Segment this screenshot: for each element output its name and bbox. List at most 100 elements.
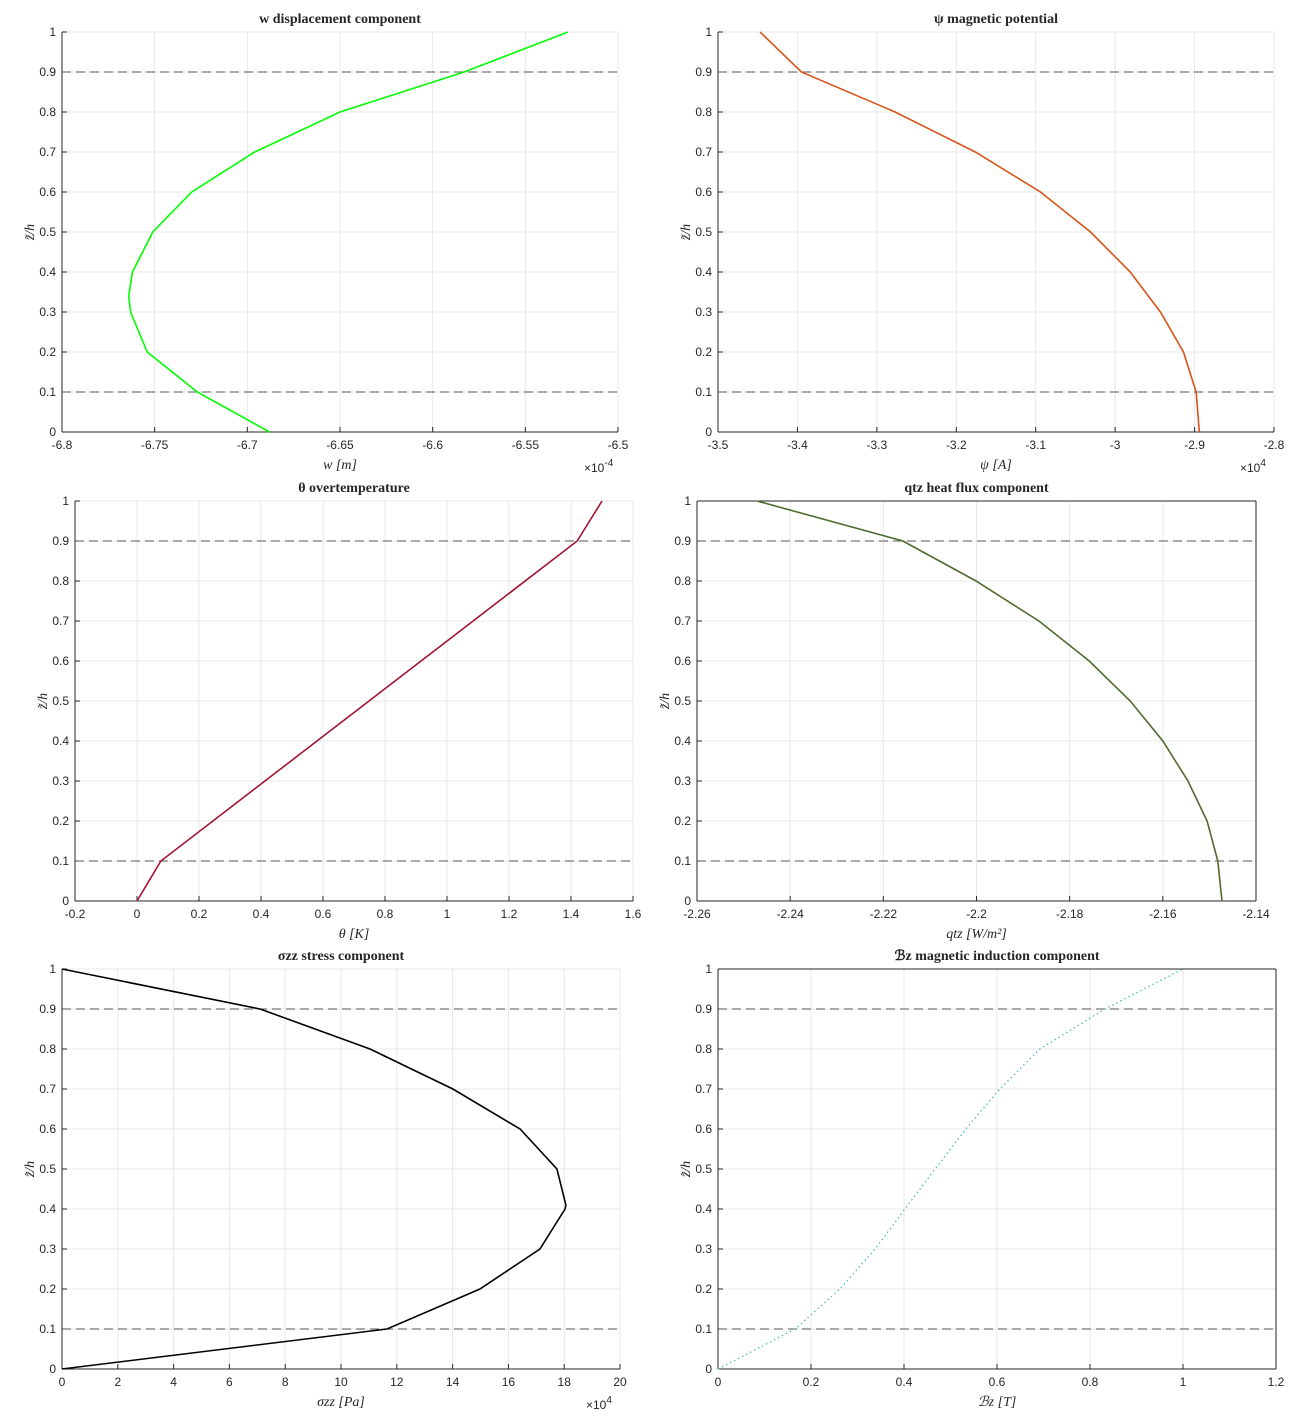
- x-tick-label: 1.4: [563, 907, 580, 921]
- y-tick-label: 0.4: [695, 265, 712, 279]
- y-tick-label: 0.8: [695, 1042, 712, 1056]
- y-tick-label: 0.2: [674, 814, 691, 828]
- y-tick-label: 0.2: [39, 345, 56, 359]
- y-tick-label: 0.2: [39, 1282, 56, 1296]
- y-tick-label: 0.6: [695, 185, 712, 199]
- chart-title: qtz heat flux component: [904, 481, 1049, 496]
- y-tick-label: 0.9: [39, 65, 56, 79]
- exponent-base: ×10: [586, 1398, 607, 1412]
- x-tick-label: 1.2: [501, 907, 518, 921]
- x-tick-label: 0.4: [253, 907, 270, 921]
- x-tick-label: -2.26: [683, 907, 711, 921]
- y-tick-label: 0.7: [39, 1082, 56, 1096]
- x-tick-label: 20: [613, 1375, 627, 1389]
- y-tick-label: 0.5: [39, 1162, 56, 1176]
- x-tick-label: -2.9: [1184, 438, 1205, 452]
- y-tick-label: 0.8: [39, 105, 56, 119]
- x-tick-label: 14: [446, 1375, 460, 1389]
- chart-title: ψ magnetic potential: [934, 12, 1058, 27]
- x-tick-label: 0.6: [315, 907, 332, 921]
- x-tick-label: -2.8: [1264, 438, 1285, 452]
- exponent-power: 4: [606, 1395, 612, 1406]
- x-tick-label: 4: [170, 1375, 177, 1389]
- y-tick-label: 0.1: [39, 1322, 56, 1336]
- y-tick-label: 1: [705, 25, 712, 39]
- y-tick-label: 0.5: [52, 694, 69, 708]
- x-tick-label: 0: [715, 1375, 722, 1389]
- data-line: [61, 968, 567, 1370]
- y-axis-label: z̃/h: [658, 693, 673, 710]
- y-tick-label: 0.3: [52, 774, 69, 788]
- x-tick-label: -6.7: [237, 438, 258, 452]
- y-tick-label: 0.4: [39, 1202, 56, 1216]
- data-line: [717, 968, 1184, 1370]
- y-tick-label: 0: [705, 1362, 712, 1376]
- y-tick-label: 0.4: [52, 734, 69, 748]
- y-tick-label: 0: [49, 1362, 56, 1376]
- y-tick-label: 0.5: [674, 694, 691, 708]
- x-tick-label: 0: [134, 907, 141, 921]
- x-tick-label: -2.2: [966, 907, 987, 921]
- x-exponent: ×104: [1240, 458, 1266, 475]
- x-axis-label: ℬz [T]: [978, 1395, 1017, 1410]
- y-tick-label: 0.4: [39, 265, 56, 279]
- chart-title: θ overtemperature: [298, 481, 410, 496]
- y-tick-label: 0.6: [674, 654, 691, 668]
- x-tick-label: -6.75: [141, 438, 169, 452]
- y-tick-label: 0.9: [674, 534, 691, 548]
- exponent-power: -4: [604, 458, 613, 469]
- y-tick-label: 0.7: [674, 614, 691, 628]
- y-tick-label: 1: [705, 962, 712, 976]
- x-tick-label: 0.2: [803, 1375, 820, 1389]
- y-tick-label: 0.6: [52, 654, 69, 668]
- chart-title: σzz stress component: [278, 949, 405, 964]
- x-tick-label: 10: [334, 1375, 348, 1389]
- x-axis-label: θ [K]: [339, 927, 370, 942]
- y-tick-label: 1: [62, 494, 69, 508]
- y-tick-label: 0.1: [39, 385, 56, 399]
- x-tick-label: 0.8: [377, 907, 394, 921]
- y-tick-label: 0.9: [52, 534, 69, 548]
- x-axis-label: σzz [Pa]: [317, 1395, 365, 1410]
- y-tick-label: 0: [684, 894, 691, 908]
- x-tick-label: -6.5: [608, 438, 629, 452]
- y-axis-label: z̃/h: [23, 1161, 38, 1178]
- x-tick-label: -6.8: [52, 438, 73, 452]
- x-tick-label: 0.2: [191, 907, 208, 921]
- x-tick-label: 8: [282, 1375, 289, 1389]
- x-tick-label: 0: [59, 1375, 66, 1389]
- y-tick-label: 0.8: [674, 574, 691, 588]
- x-tick-label: -2.14: [1242, 907, 1270, 921]
- y-tick-label: 0.8: [52, 574, 69, 588]
- y-tick-label: 0.5: [39, 225, 56, 239]
- x-tick-label: 0.8: [1082, 1375, 1099, 1389]
- y-tick-label: 0.4: [695, 1202, 712, 1216]
- data-line: [756, 500, 1223, 902]
- x-axis-label: ψ [A]: [980, 458, 1012, 473]
- data-line: [136, 500, 603, 902]
- y-tick-label: 0.7: [39, 145, 56, 159]
- x-tick-label: -3.2: [946, 438, 967, 452]
- y-axis-label: z̃/h: [23, 224, 38, 241]
- x-tick-label: 12: [390, 1375, 404, 1389]
- y-axis-label: z̃/h: [679, 1161, 694, 1178]
- x-tick-label: -2.18: [1056, 907, 1084, 921]
- data-line: [759, 31, 1201, 433]
- x-tick-label: -3.5: [708, 438, 729, 452]
- y-tick-label: 0.3: [39, 1242, 56, 1256]
- x-tick-label: -6.65: [326, 438, 354, 452]
- x-exponent: ×10-4: [584, 458, 614, 475]
- y-tick-label: 0.4: [674, 734, 691, 748]
- exponent-base: ×10: [584, 461, 605, 475]
- x-tick-label: 0.4: [896, 1375, 913, 1389]
- y-tick-label: 0: [49, 425, 56, 439]
- y-axis-label: z̃/h: [679, 224, 694, 241]
- x-tick-label: 1.6: [625, 907, 642, 921]
- y-tick-label: 0: [62, 894, 69, 908]
- x-exponent: ×104: [586, 1395, 612, 1412]
- y-tick-label: 0.3: [39, 305, 56, 319]
- x-tick-label: -2.16: [1149, 907, 1177, 921]
- y-tick-label: 0.9: [695, 65, 712, 79]
- y-tick-label: 0.6: [695, 1122, 712, 1136]
- x-axis-label: w [m]: [323, 458, 357, 473]
